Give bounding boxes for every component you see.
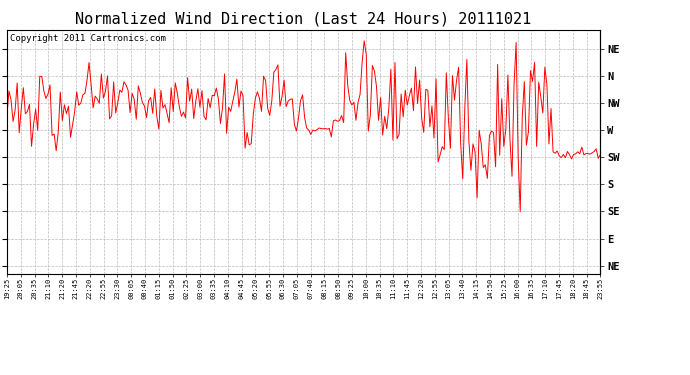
Text: Copyright 2011 Cartronics.com: Copyright 2011 Cartronics.com: [10, 34, 166, 43]
Text: Normalized Wind Direction (Last 24 Hours) 20111021: Normalized Wind Direction (Last 24 Hours…: [75, 11, 532, 26]
